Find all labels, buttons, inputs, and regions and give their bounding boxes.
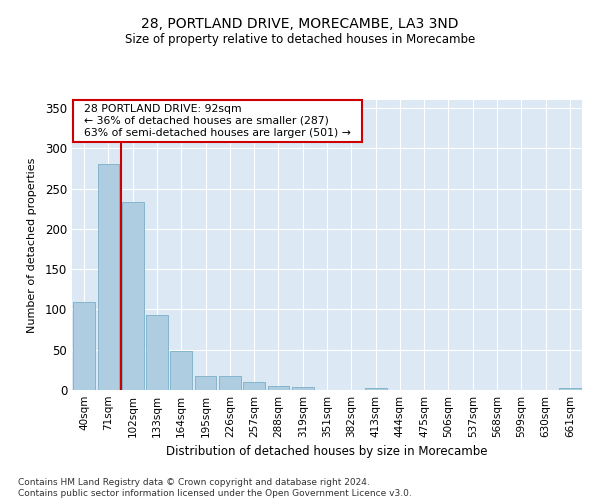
Text: 28 PORTLAND DRIVE: 92sqm  
  ← 36% of detached houses are smaller (287)  
  63% : 28 PORTLAND DRIVE: 92sqm ← 36% of detach… (77, 104, 358, 138)
Bar (268, 386, 289, 390)
Bar (292, 387, 314, 390)
Text: Contains HM Land Registry data © Crown copyright and database right 2024.
Contai: Contains HM Land Registry data © Crown c… (18, 478, 412, 498)
X-axis label: Distribution of detached houses by size in Morecambe: Distribution of detached houses by size … (166, 446, 488, 458)
Bar (146, 315, 168, 390)
Text: Size of property relative to detached houses in Morecambe: Size of property relative to detached ho… (125, 32, 475, 46)
Bar (122, 202, 143, 390)
Y-axis label: Number of detached properties: Number of detached properties (26, 158, 37, 332)
Bar (559, 388, 581, 390)
Bar (170, 350, 192, 390)
Bar (219, 376, 241, 390)
Bar (194, 376, 217, 390)
Bar (243, 382, 265, 390)
Text: 28, PORTLAND DRIVE, MORECAMBE, LA3 3ND: 28, PORTLAND DRIVE, MORECAMBE, LA3 3ND (141, 18, 459, 32)
Bar (97, 164, 119, 390)
Bar (365, 388, 386, 390)
Bar (73, 302, 95, 390)
